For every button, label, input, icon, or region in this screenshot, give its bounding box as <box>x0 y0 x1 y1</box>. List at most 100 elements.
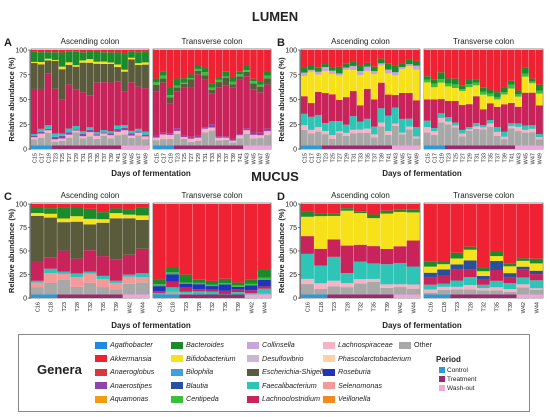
bar-segment-other <box>121 134 128 149</box>
y-tick-label: 0 <box>23 296 27 303</box>
bar-segment-faecalibacterium <box>473 123 480 127</box>
legend-label: Centipeda <box>186 394 219 403</box>
bar-segment-lachnoclostridium <box>31 88 38 134</box>
legend-item-anaerostipes: Anaerostipes <box>95 381 152 390</box>
period-strip-control <box>301 294 328 298</box>
bar-segment-bifidobacterium <box>343 69 350 98</box>
bar-segment-lachnospiraceae <box>371 134 378 138</box>
bar-segment-bacteroides <box>31 51 38 62</box>
bar-segment-anaerostipes <box>114 129 121 132</box>
bar-segment-collinsella <box>385 69 392 74</box>
bar-segment-escherichia-shigella <box>194 70 202 75</box>
bar-segment-lachnospiraceae <box>187 138 195 142</box>
bar-segment-lachnoclostridium <box>437 275 451 284</box>
bar-segment-lachnospiraceae <box>322 131 329 135</box>
bar-segment-lachnoclostridium <box>314 248 328 266</box>
bar-segment-bacteroides <box>229 77 236 82</box>
bar-segment-lachnospiraceae <box>490 287 504 291</box>
x-tick-label: T23 <box>447 153 453 162</box>
bar-segment-lachnospiraceae <box>522 129 529 133</box>
y-axis-title: Relative abundance (%) <box>277 208 286 293</box>
bar-segment-faecalibacterium <box>96 275 110 279</box>
y-tick-label: 100 <box>15 202 27 209</box>
bar-segment-other <box>142 139 149 149</box>
subpanel-title: Ascending colon <box>61 37 120 46</box>
bar-segment-bifidobacterium <box>463 249 477 261</box>
bar-segment-other <box>109 289 123 298</box>
bar-segment-akkermansia <box>100 50 108 53</box>
bar-segment-faecalibacterium <box>503 283 517 290</box>
bar-segment-other <box>51 141 59 149</box>
bar-segment-faecalibacterium <box>445 117 452 122</box>
y-tick-label: 25 <box>19 122 27 129</box>
bar-segment-escherichia-shigella <box>128 59 135 83</box>
x-tick-label: W45 <box>401 153 407 164</box>
bar-segment-selenomonas <box>122 276 136 284</box>
bar-segment-akkermansia <box>37 50 45 53</box>
bar-segment-faecalibacterium <box>340 273 354 284</box>
bar-segment-other <box>264 135 271 149</box>
bar-segment-lachnoclostridium <box>329 94 336 122</box>
bar-segment-faecalibacterium <box>463 277 477 286</box>
bar-segment-akkermansia <box>424 50 431 77</box>
bar-segment-akkermansia <box>437 204 451 262</box>
bar-segment-other <box>445 124 452 149</box>
bar-segment-bifidobacterium <box>452 88 459 101</box>
bar-segment-bifidobacterium <box>487 96 494 104</box>
bar-segment-bifidobacterium <box>431 87 438 100</box>
bar-segment-lachnoclostridium <box>31 261 44 281</box>
bar-segment-akkermansia <box>83 204 97 209</box>
bar-segment-bifidobacterium <box>128 57 135 60</box>
x-tick-label: T33 <box>88 153 94 162</box>
bar-segment-lachnoclostridium <box>357 105 364 122</box>
bar-segment-bacteroides <box>243 65 250 71</box>
bar-segment-lachnoclostridium <box>205 289 219 292</box>
y-tick-label: 25 <box>289 272 297 279</box>
bar-segment-centipeda <box>201 72 209 76</box>
bar-segment-lachnoclostridium <box>257 92 264 133</box>
bar-segment-bacteroides <box>208 83 216 88</box>
period-strip-treatment <box>445 145 515 149</box>
bar-segment-roseburia <box>192 284 206 290</box>
x-tick-label: T23 <box>324 153 330 162</box>
bar-segment-faecalibacterium <box>244 293 258 296</box>
bar-segment-bacteroides <box>367 214 381 219</box>
bar-segment-escherichia-shigella <box>222 78 230 86</box>
bar-segment-bacteroides <box>93 50 101 62</box>
bar-segment-other <box>187 141 195 149</box>
bar-segment-escherichia-shigella <box>44 217 57 258</box>
bar-segment-faecalibacterium <box>58 133 66 136</box>
x-tick-label: W49 <box>415 153 421 164</box>
bar-segment-other <box>107 138 114 149</box>
legend-label: Aquamonas <box>110 394 149 403</box>
bar-segment-other <box>399 134 406 149</box>
bar-segment-lachnoclostridium <box>406 240 420 267</box>
legend-swatch <box>95 395 107 403</box>
bar-segment-bifidobacterium <box>314 216 328 249</box>
bar-segment-bacteroides <box>51 52 59 60</box>
bar-segment-akkermansia <box>452 50 459 79</box>
x-tick-label: C15 <box>303 153 309 163</box>
bar-segment-faecalibacterium <box>438 113 445 118</box>
bar-segment-faecalibacterium <box>128 130 135 134</box>
bar-segment-other <box>96 287 110 298</box>
bar-segment-bifidobacterium <box>308 71 315 104</box>
bar-segment-centipeda <box>264 75 271 79</box>
bar-segment-faecalibacterium <box>406 118 413 127</box>
bar-segment-akkermansia <box>44 204 57 209</box>
x-tick-label: T35 <box>95 153 101 162</box>
bar-segment-lachnoclostridium <box>516 269 530 278</box>
y-tick-label: 50 <box>289 249 297 256</box>
subpanel-transverse-colon: Transverse colon C16 C18 T23 T28 T32 T35 T39 W42… <box>152 191 272 313</box>
x-axis-title: Days of fermentation <box>111 321 191 330</box>
bar-segment-escherichia-shigella <box>250 83 257 90</box>
bar-segment-collinsella <box>371 71 378 75</box>
bar-segment-lachnospiraceae <box>79 136 87 139</box>
bar-segment-other <box>473 128 480 149</box>
bar-segment-roseburia <box>179 283 193 288</box>
bar-segment-faecalibacterium <box>301 253 314 279</box>
bar-segment-bacteroides <box>487 89 494 94</box>
bar-segment-bacteroides <box>380 210 394 214</box>
bar-segment-escherichia-shigella <box>135 219 149 249</box>
bar-segment-bifidobacterium <box>121 69 128 72</box>
